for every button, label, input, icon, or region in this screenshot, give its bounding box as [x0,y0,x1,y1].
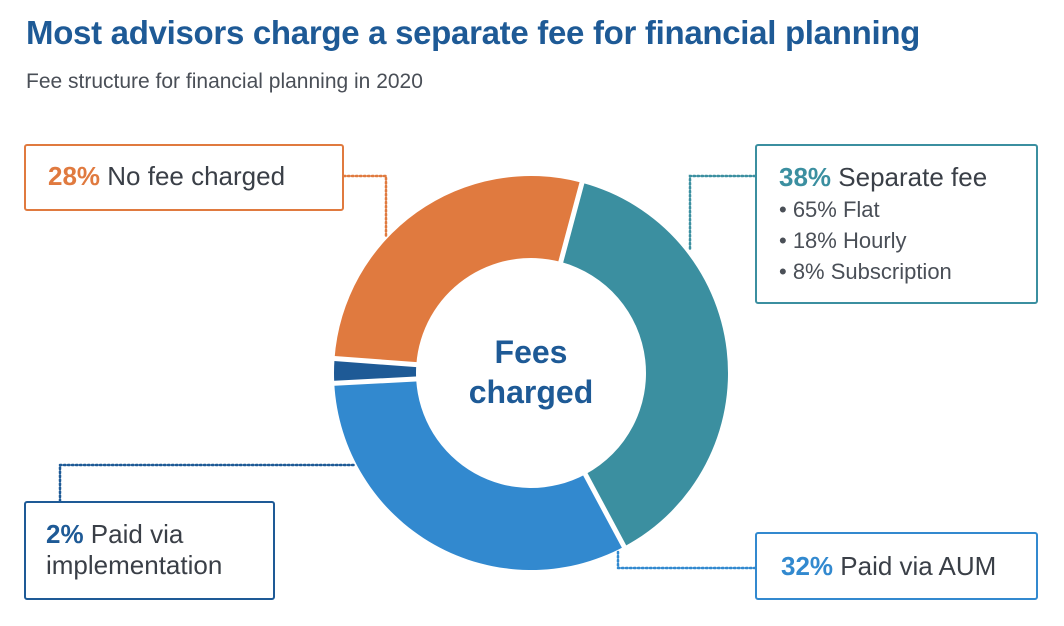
label-box-separate-fee: 38% Separate fee • 65% Flat • 18% Hourly… [755,144,1038,304]
slice-separator-0 [557,180,585,265]
separate-fee-percent: 38% [779,162,832,192]
leader-separate-fee [688,174,757,252]
label-box-no-fee: 28% No fee charged [24,144,344,211]
leader-implementation [58,463,357,503]
leader-no-fee [342,174,388,238]
leader-aum [616,550,757,570]
slice-separator-3 [332,355,419,368]
donut-slice-no-fee [334,175,582,365]
aum-percent: 32% [781,551,834,581]
slice-separator-1 [582,471,628,550]
no-fee-percent: 28% [48,161,101,191]
center-label-line-2: charged [469,374,593,410]
bullet-subscription: • 8% Subscription [779,259,952,284]
label-box-aum: 32% Paid via AUM [755,532,1038,600]
implementation-label-line1: Paid via [83,519,184,549]
bullet-flat: • 65% Flat [779,197,880,222]
implementation-percent: 2% [46,519,84,549]
donut-slice-separate-fee [560,182,728,547]
aum-label: Paid via AUM [833,551,997,581]
separate-fee-label: Separate fee [831,162,988,192]
donut-slice-aum [334,379,625,570]
chart-subtitle: Fee structure for financial planning in … [26,70,423,93]
label-box-implementation: 2% Paid via implementation [24,501,275,600]
bullet-hourly: • 18% Hourly [779,228,907,253]
center-label-line-1: Fees [495,334,568,370]
implementation-label-line2: implementation [46,550,223,580]
chart-title: Most advisors charge a separate fee for … [26,14,921,51]
no-fee-label: No fee charged [100,161,286,191]
slice-separator-2 [332,376,419,386]
